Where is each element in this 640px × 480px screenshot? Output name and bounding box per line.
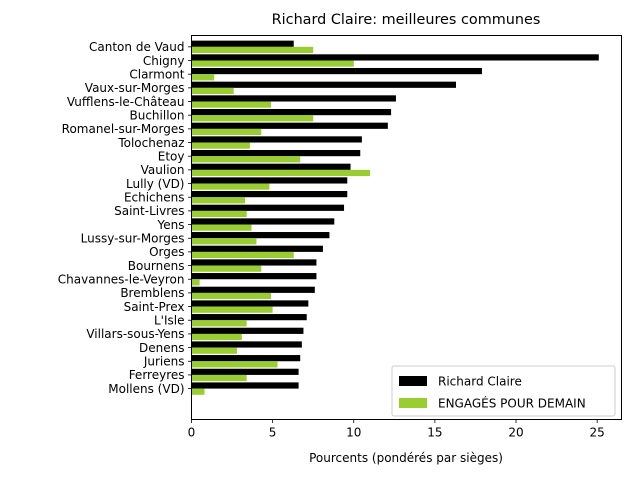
y-tick-label: Juriens <box>143 355 185 369</box>
bar-richard-claire-bremblens <box>191 286 315 293</box>
bars-group <box>191 40 599 395</box>
bar-engages-pour-demain-romanel-sur-morges <box>191 128 262 136</box>
bar-engages-pour-demain-denens <box>191 347 237 354</box>
bar-richard-claire-echichens <box>191 191 348 198</box>
y-tick-label: Yens <box>157 218 185 232</box>
legend-label-engages-pour-demain: ENGAGÉS POUR DEMAIN <box>438 396 586 411</box>
y-tick-label: Denens <box>139 341 184 355</box>
bar-richard-claire-mollens-vd <box>191 382 299 389</box>
bar-richard-claire-yens <box>191 218 335 225</box>
bar-richard-claire-saint-livres <box>191 204 345 211</box>
y-tick-label: L'Isle <box>154 314 185 328</box>
plot-frame <box>191 35 622 420</box>
bar-engages-pour-demain-juriens <box>191 361 278 368</box>
legend-box <box>391 365 616 417</box>
y-tick-label: Tolochenaz <box>117 136 184 150</box>
bar-engages-pour-demain-tolochenaz <box>191 142 250 149</box>
bar-engages-pour-demain-clarmont <box>191 74 215 81</box>
x-tick-label: 15 <box>427 426 442 440</box>
y-tick-label: Chigny <box>143 54 185 68</box>
x-tick-label: 10 <box>346 426 361 440</box>
legend-swatch-richard-claire <box>399 376 427 386</box>
x-tick-label: 5 <box>269 426 277 440</box>
bar-richard-claire-romanel-sur-morges <box>191 122 388 129</box>
bar-engages-pour-demain-ferreyres <box>191 374 247 382</box>
bar-richard-claire-vaulion <box>191 163 351 170</box>
bar-richard-claire-vufflens-le-chateau <box>191 95 396 102</box>
bar-richard-claire-lussy-sur-morges <box>191 232 330 239</box>
y-tick-label: Ferreyres <box>129 368 185 382</box>
y-tick-label: Clarmont <box>129 67 184 81</box>
y-tick-label: Lussy-sur-Morges <box>81 232 185 246</box>
bar-engages-pour-demain-yens <box>191 224 252 231</box>
y-tick-label: Chavannes-le-Veyron <box>58 273 185 287</box>
bar-engages-pour-demain-etoy <box>191 156 301 163</box>
bar-richard-claire-juriens <box>191 355 301 362</box>
y-tick-label: Saint-Livres <box>114 204 184 218</box>
bar-engages-pour-demain-villars-sous-yens <box>191 333 242 341</box>
bar-richard-claire-bournens <box>191 259 317 266</box>
y-tick-label: Etoy <box>158 150 185 164</box>
y-tick-label: Vaulion <box>141 163 185 177</box>
bar-richard-claire-denens <box>191 341 302 348</box>
bar-engages-pour-demain-vaulion <box>191 169 370 177</box>
y-tick-label: Bremblens <box>120 286 184 300</box>
bar-engages-pour-demain-bournens <box>191 265 262 272</box>
bar-richard-claire-canton-de-vaud <box>191 40 294 47</box>
bar-richard-claire-saint-prex <box>191 300 309 307</box>
bar-engages-pour-demain-chigny <box>191 60 354 67</box>
y-tick-label: Saint-Prex <box>124 300 185 314</box>
bar-engages-pour-demain-bremblens <box>191 292 272 300</box>
chart-title: Richard Claire: meilleures communes <box>272 12 541 28</box>
bar-engages-pour-demain-buchillon <box>191 115 314 122</box>
bar-richard-claire-chavannes-le-veyron <box>191 273 317 280</box>
y-tick-label: Canton de Vaud <box>89 40 184 54</box>
bar-engages-pour-demain-chavannes-le-veyron <box>191 279 200 286</box>
y-tick-label: Romanel-sur-Morges <box>62 122 185 136</box>
y-tick-label: Vaux-sur-Morges <box>85 81 185 95</box>
bar-engages-pour-demain-canton-de-vaud <box>191 46 314 54</box>
y-tick-label: Vufflens-le-Château <box>67 95 185 109</box>
bar-richard-claire-etoy <box>191 150 361 157</box>
legend-label-richard-claire: Richard Claire <box>438 375 522 389</box>
bar-engages-pour-demain-saint-prex <box>191 306 273 313</box>
bar-engages-pour-demain-l-isle <box>191 320 247 327</box>
bar-richard-claire-chigny <box>191 54 599 61</box>
bar-engages-pour-demain-mollens-vd <box>191 388 205 395</box>
bar-richard-claire-vaux-sur-morges <box>191 81 456 88</box>
x-tick-label: 25 <box>590 426 605 440</box>
bar-richard-claire-tolochenaz <box>191 136 362 143</box>
legend: Richard Claire ENGAGÉS POUR DEMAIN <box>391 365 616 417</box>
bar-richard-claire-ferreyres <box>191 368 299 375</box>
x-tick-label: 20 <box>508 426 523 440</box>
bar-richard-claire-buchillon <box>191 108 392 116</box>
bar-engages-pour-demain-orges <box>191 251 294 259</box>
y-tick-label: Lully (VD) <box>126 177 184 191</box>
bar-engages-pour-demain-saint-livres <box>191 210 247 218</box>
legend-swatch-engages-pour-demain <box>399 398 427 408</box>
y-tick-labels: Canton de VaudChignyClarmontVaux-sur-Mor… <box>58 40 192 396</box>
bar-engages-pour-demain-lully-vd <box>191 183 270 190</box>
bar-richard-claire-lully-vd <box>191 177 348 184</box>
y-tick-label: Villars-sous-Yens <box>86 327 184 341</box>
x-tick-label: 0 <box>188 426 196 440</box>
y-tick-label: Echichens <box>124 191 185 205</box>
bar-richard-claire-clarmont <box>191 67 482 75</box>
bar-engages-pour-demain-lussy-sur-morges <box>191 238 257 245</box>
bar-engages-pour-demain-vufflens-le-chateau <box>191 101 272 108</box>
y-tick-label: Buchillon <box>130 108 185 122</box>
y-tick-label: Bournens <box>128 259 185 273</box>
y-tick-label: Mollens (VD) <box>108 382 184 396</box>
bar-richard-claire-l-isle <box>191 314 307 321</box>
x-ticks: 0 5 10 15 20 25 <box>188 419 605 440</box>
bar-richard-claire-orges <box>191 245 323 252</box>
y-tick-label: Orges <box>149 245 184 259</box>
x-axis-label: Pourcents (pondérés par sièges) <box>309 451 503 465</box>
bar-engages-pour-demain-vaux-sur-morges <box>191 87 234 95</box>
bar-engages-pour-demain-echichens <box>191 197 246 204</box>
bar-richard-claire-villars-sous-yens <box>191 327 304 334</box>
